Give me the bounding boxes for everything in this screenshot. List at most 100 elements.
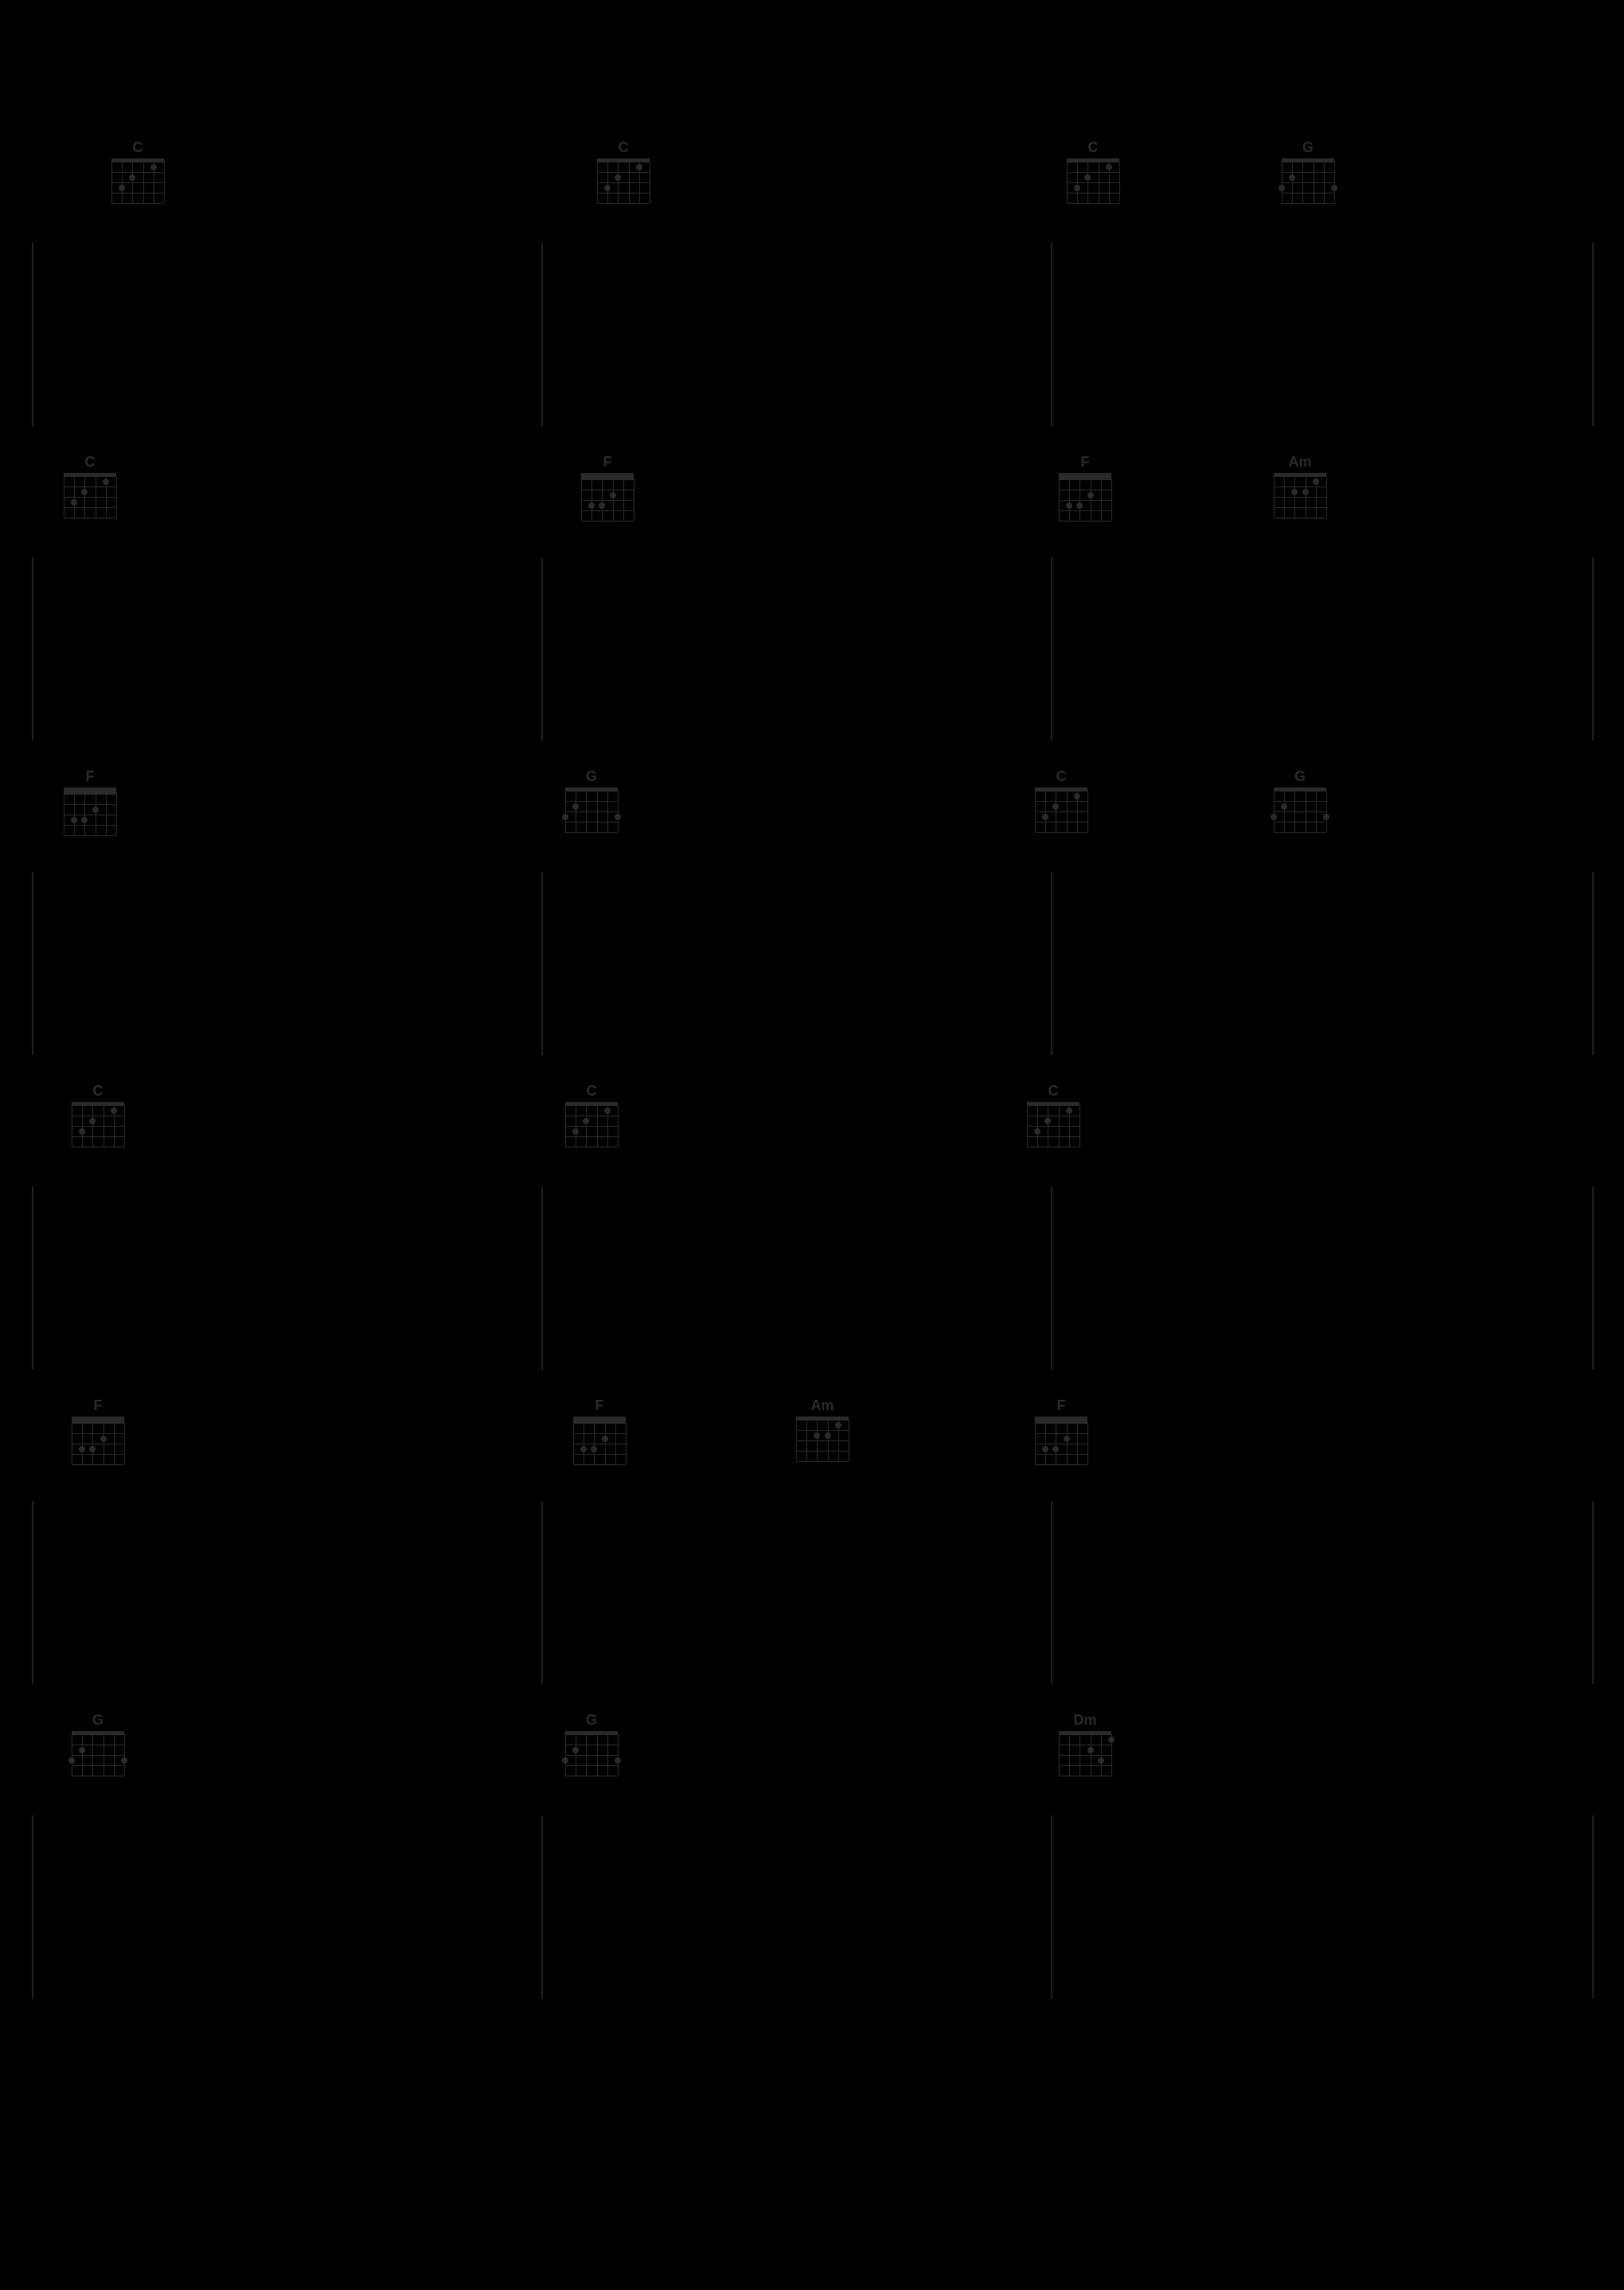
chord-diagram: [1059, 473, 1111, 518]
finger-dot: [1052, 1446, 1059, 1452]
chord-name-label: C: [1027, 1083, 1079, 1100]
barline: [1051, 1501, 1052, 1684]
finger-dot: [572, 1128, 579, 1135]
finger-dot: [1108, 1737, 1115, 1743]
finger-dot: [111, 1108, 117, 1114]
finger-dot: [825, 1432, 831, 1439]
chord-diagram: [1059, 1731, 1111, 1776]
finger-dot: [1087, 1747, 1094, 1753]
fret-grid: [1059, 1734, 1111, 1776]
finger-dot: [71, 817, 77, 823]
finger-dot: [572, 803, 579, 810]
chord-name-label: Am: [796, 1397, 849, 1414]
chord-diagram: [1274, 473, 1326, 518]
finger-dot: [1052, 803, 1059, 810]
finger-dot: [103, 479, 109, 485]
finger-dot: [1106, 164, 1112, 170]
chord-name-label: F: [573, 1397, 626, 1414]
finger-dot: [89, 1446, 96, 1452]
chord-name-label: G: [1274, 768, 1326, 785]
fret-grid: [573, 1423, 626, 1464]
finger-dot: [1034, 1128, 1040, 1135]
finger-dot: [79, 1128, 85, 1135]
fret-grid: [72, 1105, 124, 1147]
barline: [1592, 1186, 1594, 1370]
chord-diagram: [64, 473, 116, 518]
finger-dot: [562, 814, 568, 820]
chord-name-label: C: [597, 139, 650, 156]
fret-grid: [796, 1420, 849, 1461]
chord-diagram: [796, 1417, 849, 1461]
staff-row: FFAmF: [32, 1397, 1592, 1684]
chord-diagram: [565, 1731, 618, 1776]
fret-grid: [565, 1734, 618, 1776]
barline: [1051, 1815, 1052, 1999]
chord-diagram: [573, 1417, 626, 1461]
barre: [581, 473, 634, 479]
chord-diagram: [1027, 1102, 1079, 1147]
chord-name-label: G: [565, 1712, 618, 1729]
barline: [32, 872, 33, 1055]
chord-diagram: [1035, 1417, 1087, 1461]
fret-grid: [565, 791, 618, 832]
finger-dot: [1331, 185, 1337, 191]
finger-dot: [562, 1757, 568, 1764]
finger-dot: [1074, 185, 1080, 191]
staff-row: CFFAm: [32, 454, 1592, 741]
barline: [32, 1501, 33, 1684]
finger-dot: [81, 817, 88, 823]
chord-diagram: [565, 1102, 618, 1147]
barre: [573, 1417, 626, 1423]
finger-dot: [1281, 803, 1287, 810]
fret-grid: [72, 1423, 124, 1464]
barline: [1051, 1186, 1052, 1370]
finger-dot: [1074, 793, 1080, 799]
barline: [1592, 557, 1594, 741]
barline: [32, 243, 33, 426]
finger-dot: [121, 1757, 127, 1764]
finger-dot: [1323, 814, 1329, 820]
finger-dot: [1076, 502, 1083, 509]
barline: [541, 1815, 543, 1999]
finger-dot: [588, 502, 595, 509]
finger-dot: [580, 1446, 587, 1452]
staff-row: GGDm: [32, 1712, 1592, 1999]
barline: [32, 1815, 33, 1999]
finger-dot: [1087, 492, 1094, 498]
finger-dot: [1042, 814, 1048, 820]
chord-diagram: [64, 787, 116, 832]
chord-diagram: [111, 158, 164, 203]
chord-name-label: Dm: [1059, 1712, 1111, 1729]
chord-name-label: G: [1282, 139, 1334, 156]
fret-grid: [1067, 162, 1119, 203]
finger-dot: [835, 1422, 841, 1428]
barre: [1035, 1417, 1087, 1423]
finger-dot: [92, 807, 99, 813]
barline: [32, 1186, 33, 1370]
finger-dot: [1064, 1436, 1070, 1442]
fret-grid: [111, 162, 164, 203]
finger-dot: [615, 174, 621, 181]
finger-dot: [1084, 174, 1091, 181]
chord-diagram: [72, 1731, 124, 1776]
finger-dot: [1289, 174, 1295, 181]
finger-dot: [1302, 489, 1309, 495]
fret-grid: [1282, 162, 1334, 203]
barline: [541, 557, 543, 741]
finger-dot: [71, 499, 77, 506]
chord-name-label: C: [565, 1083, 618, 1100]
finger-dot: [615, 1757, 621, 1764]
chord-name-label: G: [565, 768, 618, 785]
chord-diagram: [72, 1417, 124, 1461]
barline: [541, 872, 543, 1055]
chord-name-label: F: [581, 454, 634, 471]
finger-dot: [119, 185, 125, 191]
finger-dot: [1291, 489, 1298, 495]
finger-dot: [814, 1432, 820, 1439]
finger-dot: [150, 164, 157, 170]
barline: [1592, 1815, 1594, 1999]
finger-dot: [591, 1446, 597, 1452]
finger-dot: [572, 1747, 579, 1753]
finger-dot: [610, 492, 616, 498]
finger-dot: [604, 185, 611, 191]
